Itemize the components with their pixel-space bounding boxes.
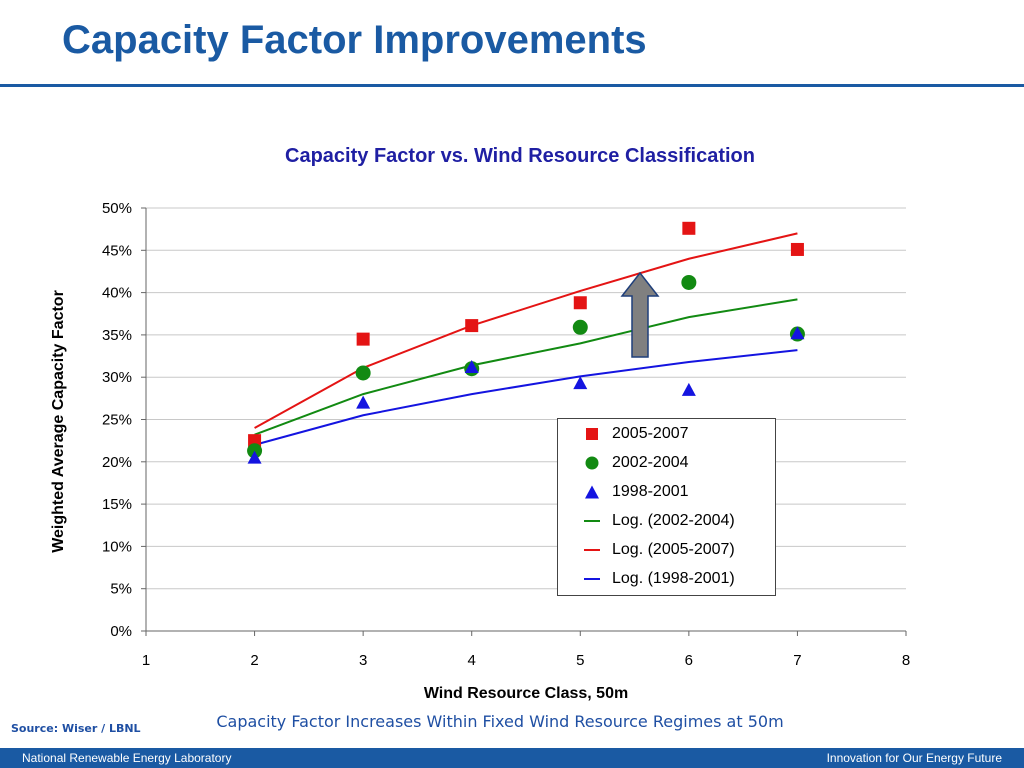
- data-point-2002-2004: [355, 365, 371, 381]
- blue-triangle-marker-icon: [585, 485, 599, 499]
- y-tick-label: 30%: [102, 369, 132, 386]
- data-point-1998-2001: [247, 450, 262, 464]
- legend-item-log-1998-2001: Log. (1998-2001): [558, 568, 775, 590]
- y-tick-label: 50%: [102, 200, 132, 217]
- data-point-2005-2007: [682, 221, 696, 235]
- data-point-2002-2004: [572, 319, 588, 335]
- legend-label: 1998-2001: [612, 483, 689, 500]
- x-tick-label: 5: [576, 652, 584, 669]
- legend-label: Log. (2005-2007): [612, 541, 735, 558]
- legend-label: 2005-2007: [612, 425, 689, 442]
- up-arrow-icon: [620, 271, 660, 358]
- data-point-2005-2007: [790, 242, 804, 256]
- legend-label: 2002-2004: [612, 454, 689, 471]
- x-tick-label: 6: [685, 652, 693, 669]
- data-point-1998-2001: [681, 382, 696, 396]
- y-tick-label: 20%: [102, 454, 132, 471]
- footer-organization: National Renewable Energy Laboratory: [22, 751, 232, 765]
- legend-label: Log. (2002-2004): [612, 512, 735, 529]
- data-point-2005-2007: [465, 319, 479, 333]
- scatter-chart: 0% 5% 10% 15% 20% 25% 30% 35% 40% 45% 50% 1 2 3 4 5 6 7 8 W…: [50, 200, 910, 702]
- x-tick-label: 1: [142, 652, 150, 669]
- red-line-icon: [584, 549, 600, 551]
- slide-caption: Capacity Factor Increases Within Fixed W…: [216, 712, 784, 731]
- x-tick-label: 4: [468, 652, 476, 669]
- y-tick-label: 0%: [110, 623, 132, 640]
- source-note: Source: Wiser / LBNL: [11, 722, 141, 735]
- red-square-marker-icon: [586, 428, 598, 440]
- x-axis-label: Wind Resource Class, 50m: [424, 685, 628, 702]
- legend-item-2005-2007: 2005-2007: [558, 423, 775, 445]
- green-circle-marker-icon: [585, 456, 599, 470]
- legend-item-log-2005-2007: Log. (2005-2007): [558, 539, 775, 561]
- x-tick-label: 2: [250, 652, 258, 669]
- x-tick-label: 7: [793, 652, 801, 669]
- y-tick-label: 10%: [102, 538, 132, 555]
- data-point-2002-2004: [681, 274, 697, 290]
- data-point-1998-2001: [573, 376, 588, 390]
- chart-title: Capacity Factor vs. Wind Resource Classi…: [285, 145, 755, 167]
- legend-item-log-2002-2004: Log. (2002-2004): [558, 510, 775, 532]
- y-tick-label: 35%: [102, 327, 132, 344]
- trendline-2002-2004: [254, 298, 798, 436]
- y-tick-label: 45%: [102, 242, 132, 259]
- data-point-2005-2007: [573, 296, 587, 310]
- y-tick-label: 15%: [102, 496, 132, 513]
- legend-label: Log. (1998-2001): [612, 570, 735, 587]
- footer-bar: National Renewable Energy Laboratory Inn…: [0, 748, 1024, 768]
- footer-tagline: Innovation for Our Energy Future: [826, 751, 1002, 765]
- y-axis-label: Weighted Average Capacity Factor: [50, 290, 67, 553]
- chart-legend: 2005-2007 2002-2004 1998-2001 Log. (2002…: [557, 418, 776, 596]
- blue-line-icon: [584, 578, 600, 580]
- y-tick-label: 25%: [102, 412, 132, 429]
- green-line-icon: [584, 520, 600, 522]
- y-tick-label: 5%: [110, 581, 132, 598]
- trendline-2005-2007: [254, 232, 798, 429]
- legend-item-2002-2004: 2002-2004: [558, 452, 775, 474]
- legend-item-1998-2001: 1998-2001: [558, 481, 775, 503]
- data-point-2005-2007: [248, 434, 262, 448]
- data-point-1998-2001: [356, 395, 371, 409]
- title-divider: [0, 84, 1024, 87]
- y-tick-label: 40%: [102, 285, 132, 302]
- data-point-1998-2001: [790, 326, 805, 340]
- slide-title: Capacity Factor Improvements: [62, 18, 647, 62]
- data-point-2005-2007: [356, 332, 370, 346]
- trendline-1998-2001: [254, 349, 798, 446]
- x-tick-label: 3: [359, 652, 367, 669]
- x-tick-label: 8: [902, 652, 910, 669]
- data-point-1998-2001: [464, 360, 479, 374]
